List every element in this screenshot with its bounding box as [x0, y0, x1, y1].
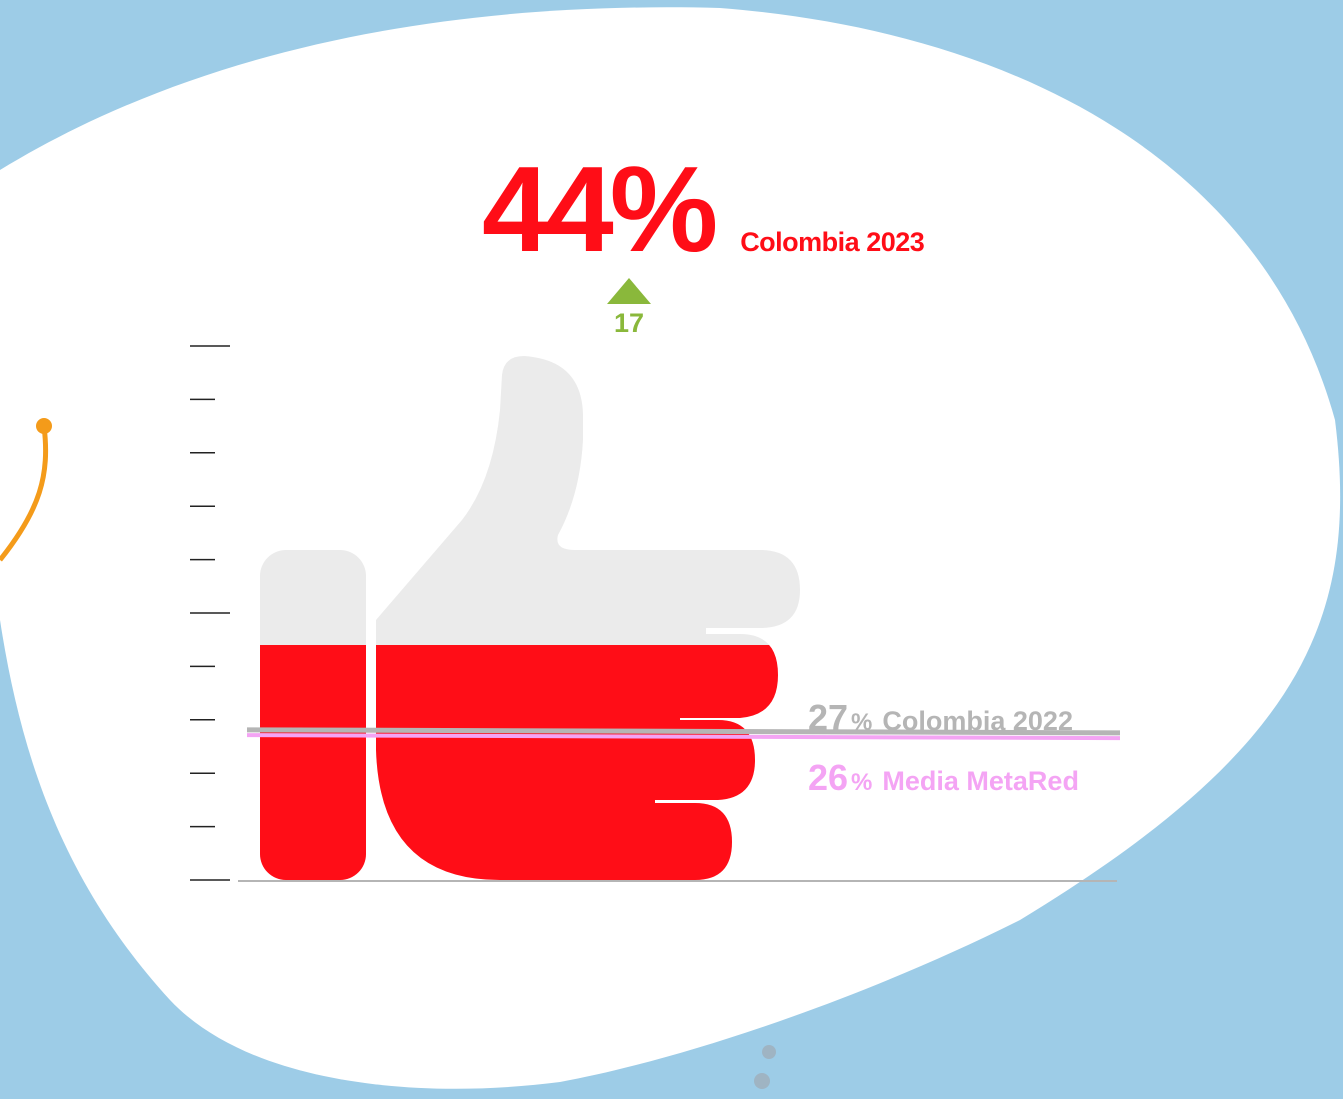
- reference-name: Media MetaRed: [882, 766, 1079, 796]
- reference-value: 27: [808, 697, 849, 738]
- headline-label: Colombia 2023: [740, 227, 925, 257]
- reference-line: [246, 727, 1121, 736]
- up-arrow-icon: [607, 278, 651, 304]
- axis-ticks: [190, 345, 230, 881]
- thumb-fill-bar: [260, 645, 800, 880]
- decorative-orange-dot: [36, 418, 52, 434]
- reference-value: 26: [808, 757, 849, 798]
- reference-name: Colombia 2022: [882, 706, 1073, 736]
- reference-label-colombia-2022: 27% Colombia 2022: [808, 700, 1073, 736]
- headline-value: 44%: [482, 141, 718, 277]
- change-indicator: 17: [598, 278, 660, 337]
- change-value: 17: [613, 308, 645, 338]
- reference-unit: %: [851, 769, 873, 796]
- reference-lines: [246, 727, 1121, 741]
- decorative-orange-line: [0, 425, 49, 562]
- pagination-dot-1[interactable]: [762, 1045, 776, 1059]
- reference-unit: %: [851, 709, 873, 736]
- reference-label-media-metared: 26% Media MetaRed: [808, 760, 1079, 796]
- headline: 44% Colombia 2023: [482, 141, 925, 277]
- pagination-dot-2[interactable]: [754, 1073, 770, 1089]
- reference-line: [246, 733, 1121, 741]
